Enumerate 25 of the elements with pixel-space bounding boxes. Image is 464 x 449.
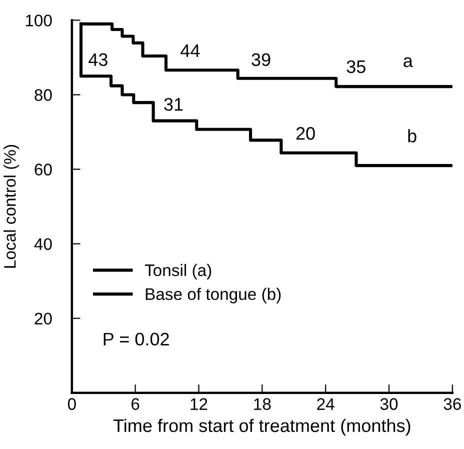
annotation: 39 — [252, 53, 270, 66]
legend-label: Tonsil (a) — [144, 264, 212, 280]
x-tick-label: 18 — [254, 398, 271, 410]
y-tick-label: 20 — [34, 312, 52, 325]
annotation: 44 — [180, 44, 200, 57]
y-axis-title: Local control (%) — [4, 145, 20, 268]
annotation: 35 — [346, 60, 366, 74]
annotation: b — [408, 129, 416, 142]
legend-label: Base of tongue (b) — [146, 288, 281, 304]
y-tick-label: 80 — [34, 89, 52, 101]
x-tick-label: 30 — [380, 398, 398, 410]
x-tick-label: 0 — [68, 398, 76, 410]
annotation: 43 — [88, 53, 108, 66]
x-tick-label: 12 — [190, 398, 208, 410]
annotation: 20 — [296, 127, 315, 140]
x-tick-label: 24 — [317, 398, 334, 410]
annotation: P = 0.02 — [104, 332, 169, 346]
annotation: a — [404, 57, 413, 68]
annotation: 31 — [164, 98, 183, 111]
x-axis-title: Time from start of treatment (months) — [113, 418, 410, 436]
x-tick-label: 36 — [444, 398, 461, 410]
y-tick-label: 40 — [34, 238, 52, 250]
y-tick-label: 100 — [26, 14, 52, 26]
y-tick-label: 60 — [34, 164, 52, 176]
x-tick-label: 6 — [132, 398, 140, 410]
